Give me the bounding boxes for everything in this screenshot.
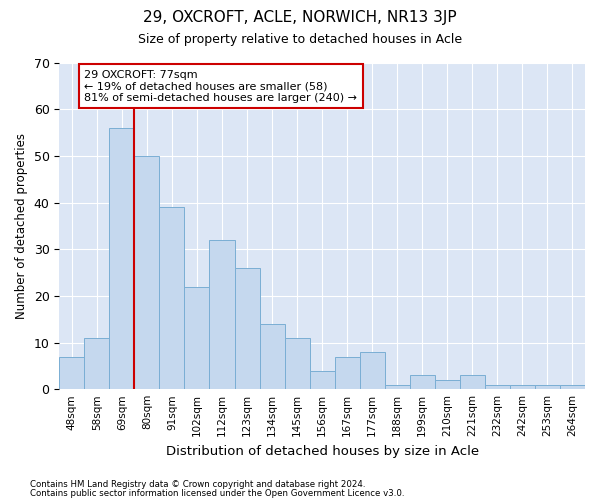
Y-axis label: Number of detached properties: Number of detached properties [15, 133, 28, 319]
Text: 29 OXCROFT: 77sqm
← 19% of detached houses are smaller (58)
81% of semi-detached: 29 OXCROFT: 77sqm ← 19% of detached hous… [85, 70, 358, 102]
Bar [310, 370, 335, 389]
Text: Contains HM Land Registry data © Crown copyright and database right 2024.: Contains HM Land Registry data © Crown c… [30, 480, 365, 489]
Bar [235, 268, 260, 389]
Text: Contains public sector information licensed under the Open Government Licence v3: Contains public sector information licen… [30, 489, 404, 498]
Bar [560, 384, 585, 389]
Bar [260, 324, 284, 389]
Bar [535, 384, 560, 389]
Bar [385, 384, 410, 389]
Bar [59, 356, 85, 389]
Bar [284, 338, 310, 389]
Bar [85, 338, 109, 389]
Bar [160, 207, 184, 389]
Bar [184, 286, 209, 389]
Bar [359, 352, 385, 389]
Bar [335, 356, 359, 389]
Bar [109, 128, 134, 389]
Text: 29, OXCROFT, ACLE, NORWICH, NR13 3JP: 29, OXCROFT, ACLE, NORWICH, NR13 3JP [143, 10, 457, 25]
Bar [209, 240, 235, 389]
Text: Size of property relative to detached houses in Acle: Size of property relative to detached ho… [138, 32, 462, 46]
Bar [435, 380, 460, 389]
Bar [485, 384, 510, 389]
X-axis label: Distribution of detached houses by size in Acle: Distribution of detached houses by size … [166, 444, 479, 458]
Bar [410, 375, 435, 389]
Bar [134, 156, 160, 389]
Bar [510, 384, 535, 389]
Bar [460, 375, 485, 389]
